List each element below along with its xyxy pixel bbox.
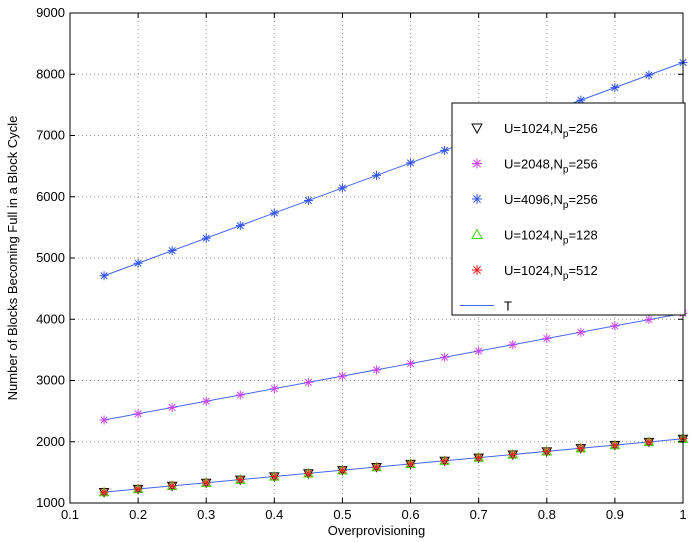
x-tick-label: 0.7: [470, 507, 488, 522]
data-point-series-3: [269, 208, 279, 218]
legend-label: U=4096,Np=256: [504, 192, 598, 211]
data-point-series-3: [235, 221, 245, 231]
data-point-series-3: [610, 83, 620, 93]
x-tick-label: 0.8: [538, 507, 556, 522]
data-point-series-3: [440, 145, 450, 155]
data-point-series-2: [508, 340, 518, 350]
data-point-series-2: [269, 384, 279, 394]
legend-marker: [471, 228, 483, 239]
data-point-series-5: [167, 481, 177, 491]
data-point-series-5: [644, 437, 654, 447]
data-point-series-2: [201, 396, 211, 406]
data-point-series-2: [406, 359, 416, 369]
legend-label: U=1024,Np=128: [504, 228, 598, 247]
y-tick-label: 2000: [36, 434, 65, 449]
theory-line: [103, 62, 684, 277]
y-axis-label: Number of Blocks Becoming Full in a Bloc…: [5, 116, 20, 401]
x-tick-label: 0.1: [61, 507, 79, 522]
data-point-series-3: [133, 258, 143, 268]
data-point-series-5: [303, 468, 313, 478]
data-point-series-2: [576, 327, 586, 337]
y-tick-label: 9000: [36, 5, 65, 20]
legend-label: T: [504, 299, 512, 314]
data-point-series-5: [474, 453, 484, 463]
y-tick-label: 4000: [36, 311, 65, 326]
data-point-series-5: [372, 462, 381, 472]
data-point-series-5: [201, 478, 211, 488]
data-point-series-2: [542, 333, 552, 343]
data-point-series-3: [99, 271, 109, 281]
y-tick-label: 8000: [36, 66, 65, 81]
data-point-series-3: [337, 183, 347, 193]
y-tick-label: 5000: [36, 250, 65, 265]
x-tick-label: 1: [679, 507, 686, 522]
data-point-series-5: [440, 456, 450, 466]
data-point-series-2: [644, 315, 654, 325]
data-point-series-3: [167, 246, 177, 256]
data-point-series-2: [372, 365, 381, 375]
data-point-series-5: [542, 446, 552, 456]
legend-label: U=1024,Np=256: [504, 121, 598, 140]
legend-marker: [472, 158, 482, 169]
data-point-series-5: [610, 440, 620, 450]
x-tick-label: 0.6: [402, 507, 420, 522]
y-tick-label: 3000: [36, 373, 65, 388]
data-point-series-5: [337, 465, 347, 475]
data-point-series-2: [235, 390, 245, 400]
data-point-series-2: [440, 352, 450, 362]
data-point-series-2: [337, 371, 347, 381]
legend-marker: [471, 123, 483, 135]
x-tick-label: 0.2: [129, 507, 147, 522]
theory-lines: [103, 62, 684, 493]
x-tick-label: 0.5: [333, 507, 351, 522]
legend-marker: [472, 194, 482, 204]
data-point-series-2: [167, 402, 177, 412]
legend-label: U=2048,Np=256: [504, 157, 598, 176]
data-point-series-5: [406, 459, 416, 469]
y-tick-label: 6000: [36, 189, 65, 204]
legend: U=1024,Np=256 U=2048,Np=256 U=4096,Np=256 U…: [451, 102, 686, 316]
legend-label: U=1024,Np=512: [504, 263, 598, 282]
data-point-series-3: [644, 70, 654, 80]
data-point-series-5: [99, 487, 109, 497]
x-tick-label: 0.4: [265, 507, 283, 522]
data-point-series-2: [610, 321, 620, 331]
data-point-series-5: [508, 450, 518, 460]
theory-line: [104, 438, 684, 493]
data-point-series-3: [406, 158, 416, 168]
axis-ticks: 0.1 0.2 0.3 0.4 0.5 0.6 0.7 0.8 0.9 1 1000 2000 3000…: [36, 5, 687, 522]
data-point-series-3: [576, 95, 586, 105]
data-point-series-3: [303, 195, 313, 205]
y-tick-label: 1000: [36, 495, 65, 510]
x-tick-label: 0.3: [197, 507, 215, 522]
data-point-series-5: [269, 471, 279, 481]
data-point-series-2: [133, 409, 143, 419]
data-point-series-5: [576, 443, 586, 453]
data-point-series-5: [133, 484, 143, 494]
theory-line: [103, 312, 684, 421]
data-point-series-3: [372, 170, 381, 180]
x-tick-label: 0.9: [606, 507, 624, 522]
legend-box: [451, 102, 686, 316]
legend-marker: [472, 265, 482, 275]
data-point-series-3: [201, 233, 211, 243]
data-point-series-2: [303, 377, 313, 387]
y-tick-label: 7000: [36, 128, 65, 143]
data-point-series-2: [474, 346, 484, 356]
data-point-series-5: [235, 475, 245, 485]
x-axis-label: Overprovisioning: [328, 523, 426, 538]
data-point-series-2: [99, 415, 109, 425]
